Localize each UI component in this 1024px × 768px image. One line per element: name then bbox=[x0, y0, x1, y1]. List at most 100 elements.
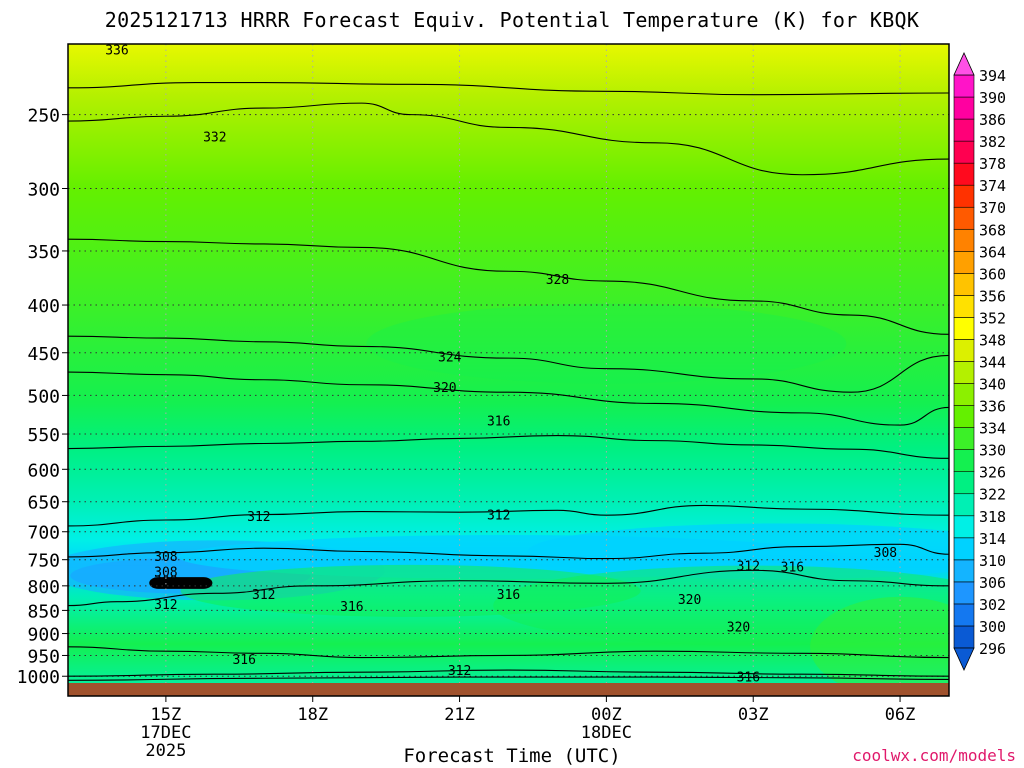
colorbar-segment bbox=[953, 405, 975, 428]
isotherm-308 bbox=[68, 543, 949, 560]
contour-label: 312 bbox=[154, 598, 177, 613]
colorbar-segment bbox=[953, 581, 975, 605]
colorbar-label: 356 bbox=[979, 287, 1006, 305]
colorbar-label: 334 bbox=[979, 420, 1006, 438]
contour-label: 336 bbox=[105, 44, 128, 59]
contour-label: 324 bbox=[438, 350, 462, 365]
contour-label-text: 332 bbox=[203, 131, 226, 146]
colorbar-segment bbox=[953, 493, 975, 517]
colorbar-max-arrow bbox=[953, 52, 975, 76]
y-tick-label: 850 bbox=[27, 601, 60, 622]
contour-label-text: 312 bbox=[252, 588, 275, 603]
colorbar-label: 326 bbox=[979, 464, 1006, 482]
colorbar-label: 370 bbox=[979, 199, 1006, 217]
colorbar-segment bbox=[953, 162, 975, 186]
isotherm-336 bbox=[68, 82, 949, 96]
y-tick-label: 950 bbox=[27, 646, 60, 667]
contour-label-text: 316 bbox=[497, 588, 520, 603]
ground-surface bbox=[68, 683, 949, 696]
y-tick-label: 650 bbox=[27, 493, 60, 514]
contour-cluster bbox=[149, 577, 213, 589]
colorbar-segment bbox=[953, 603, 975, 627]
colorbar-label: 344 bbox=[979, 354, 1006, 372]
y-tick-label: 450 bbox=[27, 344, 60, 365]
isotherm-316 bbox=[68, 434, 949, 459]
colorbar-segment bbox=[953, 361, 975, 384]
contour-label-text: 312 bbox=[737, 560, 760, 575]
contour-label-text: 308 bbox=[154, 565, 177, 580]
isotherm-316 bbox=[68, 676, 949, 681]
isotherm-312 bbox=[68, 669, 949, 677]
contour-label-text: 316 bbox=[232, 653, 255, 668]
contour-label: 316 bbox=[487, 415, 510, 430]
isotherm-312 bbox=[68, 504, 949, 527]
x-tick-date: 17DEC bbox=[140, 723, 191, 743]
colorbar-label: 318 bbox=[979, 508, 1006, 526]
colorbar-label: 340 bbox=[979, 376, 1006, 394]
colorbar-segment bbox=[953, 74, 975, 98]
y-tick-label: 300 bbox=[27, 179, 60, 200]
x-axis-title: Forecast Time (UTC) bbox=[403, 745, 621, 767]
colorbar-segment bbox=[953, 118, 975, 142]
colorbar-label: 360 bbox=[979, 265, 1006, 283]
colorbar-segment bbox=[953, 273, 975, 296]
y-tick-label: 1000 bbox=[17, 667, 60, 688]
colorbar-segment bbox=[953, 537, 975, 561]
x-tick-label: 21Z bbox=[444, 705, 475, 725]
contour-label-text: 316 bbox=[340, 600, 363, 615]
contour-label: 308 bbox=[154, 550, 177, 565]
field-tint-patch bbox=[366, 303, 847, 384]
colorbar-label: 394 bbox=[979, 67, 1006, 85]
colorbar-label: 374 bbox=[979, 177, 1006, 195]
colorbar-segment bbox=[953, 559, 975, 583]
colorbar-segment bbox=[953, 317, 975, 340]
colorbar-segment bbox=[953, 184, 975, 208]
chart-title: 2025121713 HRRR Forecast Equiv. Potentia… bbox=[104, 8, 920, 32]
contour-label-text: 316 bbox=[737, 671, 760, 686]
y-tick-label: 750 bbox=[27, 551, 60, 572]
colorbar-label: 386 bbox=[979, 111, 1006, 129]
contour-label-text: 324 bbox=[438, 350, 462, 365]
source-credit: coolwx.com/models bbox=[852, 746, 1016, 765]
colorbar-label: 364 bbox=[979, 243, 1006, 261]
contour-label-text: 316 bbox=[487, 415, 510, 430]
contour-label: 316 bbox=[737, 671, 760, 686]
contour-label: 316 bbox=[497, 588, 520, 603]
contour-label-text: 312 bbox=[487, 509, 510, 524]
y-tick-label: 350 bbox=[27, 242, 60, 263]
colorbar-label: 378 bbox=[979, 155, 1006, 173]
contour-label-text: 320 bbox=[433, 381, 456, 396]
colorbar-label: 306 bbox=[979, 574, 1006, 592]
x-tick-date: 18DEC bbox=[581, 723, 632, 743]
contour-label: 308 bbox=[154, 575, 177, 590]
colorbar-label: 382 bbox=[979, 133, 1006, 151]
isotherm-312 bbox=[68, 569, 949, 607]
colorbar-label: 302 bbox=[979, 596, 1006, 614]
colorbar-label: 330 bbox=[979, 442, 1006, 460]
contour-label-text: 308 bbox=[874, 546, 897, 561]
colorbar-segment bbox=[953, 295, 975, 318]
x-tick-label: 15Z bbox=[151, 705, 182, 725]
contour-label: 312 bbox=[448, 664, 471, 679]
colorbar-label: 314 bbox=[979, 530, 1006, 548]
y-tick-label: 700 bbox=[27, 523, 60, 544]
colorbar-segment bbox=[953, 471, 975, 495]
contour-label-text: 316 bbox=[781, 561, 804, 576]
y-tick-label: 800 bbox=[27, 577, 60, 598]
isotherm-328 bbox=[68, 238, 949, 335]
contour-label: 312 bbox=[737, 560, 760, 575]
colorbar-label: 352 bbox=[979, 309, 1006, 327]
colorbar-segment bbox=[953, 228, 975, 252]
contour-label-text: 336 bbox=[105, 44, 128, 59]
colorbar-label: 348 bbox=[979, 331, 1006, 349]
contour-label: 328 bbox=[546, 273, 569, 288]
isotherm-316 bbox=[68, 646, 949, 659]
colorbar-segment bbox=[953, 449, 975, 472]
contour-label: 320 bbox=[433, 381, 456, 396]
colorbar-segment bbox=[953, 140, 975, 164]
colorbar-label: 368 bbox=[979, 221, 1006, 239]
colorbar-label: 296 bbox=[979, 640, 1006, 658]
colorbar-label: 390 bbox=[979, 89, 1006, 107]
contour-label: 316 bbox=[232, 653, 255, 668]
